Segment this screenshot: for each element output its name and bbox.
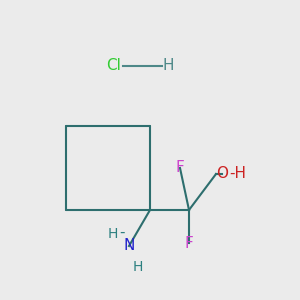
Text: Cl: Cl <box>106 58 122 74</box>
Text: H: H <box>162 58 174 74</box>
Text: O: O <box>216 167 228 182</box>
Text: N: N <box>123 238 135 253</box>
Text: H: H <box>133 260 143 274</box>
Text: -H: -H <box>230 167 247 182</box>
Text: F: F <box>184 236 194 250</box>
Text: -: - <box>119 225 124 240</box>
Text: F: F <box>176 160 184 175</box>
Text: H: H <box>107 227 118 241</box>
